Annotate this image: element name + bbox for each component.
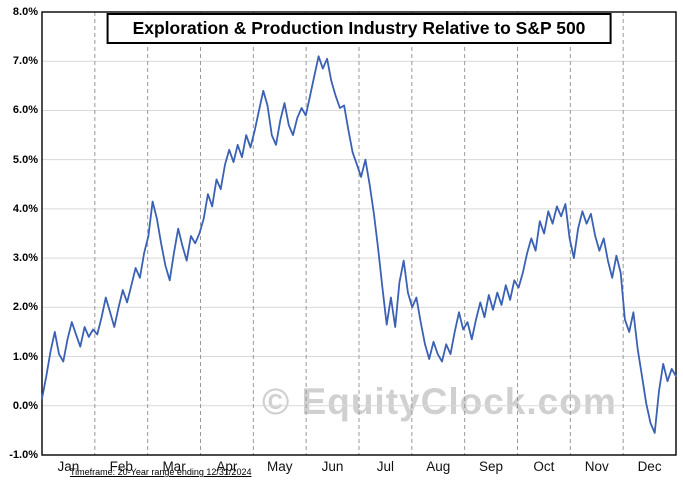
plot-border [41, 11, 677, 456]
x-month-label: Jun [321, 459, 344, 474]
y-tick-label: 5.0% [12, 153, 38, 166]
x-month-label: May [266, 459, 293, 474]
seasonality-line [41, 55, 677, 434]
y-tick-label: 3.0% [12, 252, 38, 265]
equityclock-watermark: © EquityClock.com [262, 381, 617, 422]
y-tick-label: 6.0% [12, 104, 38, 117]
x-month-label: Apr [216, 459, 238, 474]
x-month-label: Mar [162, 459, 186, 474]
y-tick-label: 0.0% [12, 399, 38, 412]
y-tick-label: 7.0% [12, 55, 38, 68]
x-month-label: Nov [584, 459, 609, 474]
y-tick-label: -1.0% [9, 449, 38, 461]
timeframe-note: Timeframe: 20-Year range ending 12/31/20… [70, 467, 252, 477]
y-tick-label: 4.0% [12, 202, 38, 215]
y-tick-label: 2.0% [12, 301, 38, 314]
x-month-label: Jul [376, 459, 395, 474]
y-tick-label: 1.0% [12, 350, 38, 363]
x-month-label: Sep [479, 459, 504, 474]
x-month-label: Dec [637, 459, 662, 474]
chart-title: Exploration & Production Industry Relati… [106, 13, 612, 44]
x-month-label: Feb [109, 459, 133, 474]
x-month-label: Oct [533, 459, 555, 474]
y-tick-label: 8.0% [12, 6, 38, 18]
x-month-label: Aug [426, 459, 451, 474]
x-month-label: Jan [57, 459, 80, 474]
